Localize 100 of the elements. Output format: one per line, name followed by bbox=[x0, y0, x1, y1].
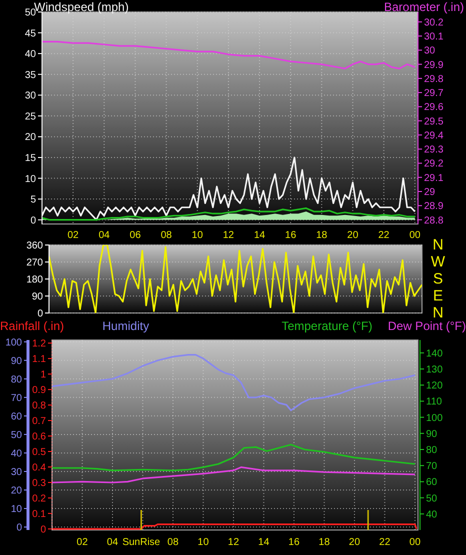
y-tick-label: 0 bbox=[16, 522, 22, 534]
y2-tick-label: 0.4 bbox=[32, 462, 46, 474]
y-tick-label: 180 bbox=[26, 274, 44, 286]
y-tick-label: 25 bbox=[24, 111, 36, 122]
y-axis-title: Windspeed (mph) bbox=[34, 0, 129, 14]
x-tick-label: 00 bbox=[409, 537, 421, 548]
x-tick-label: 08 bbox=[160, 230, 172, 241]
y-tick-label: 10 bbox=[10, 504, 22, 516]
x-tick-label: 16 bbox=[288, 537, 300, 548]
y3-tick-label: 50 bbox=[426, 493, 438, 504]
y-tick-label: 0 bbox=[37, 308, 44, 320]
y2-tick-label: 0.7 bbox=[32, 416, 46, 428]
text: Temperature (°F) bbox=[282, 319, 372, 333]
y2-tick-label: 30 bbox=[424, 46, 436, 57]
line-series bbox=[42, 207, 416, 221]
x-tick-label: 12 bbox=[228, 537, 240, 548]
y-tick-label: 270 bbox=[26, 258, 44, 268]
y-tick-label: 45 bbox=[24, 28, 36, 40]
y2-tick-label: 29.6 bbox=[424, 102, 444, 114]
y2-tick-label: 0.9 bbox=[32, 385, 46, 396]
text: Humidity bbox=[102, 319, 150, 333]
x-tick-label: 00 bbox=[409, 230, 421, 241]
y2-tick-label: 0.1 bbox=[32, 508, 46, 520]
y3-tick-label: 140 bbox=[426, 348, 444, 360]
y2-tick-label: 0.5 bbox=[32, 446, 46, 458]
x-tick-label: 06 bbox=[130, 230, 142, 241]
y3-tick-label: 40 bbox=[426, 509, 438, 520]
y2-tick-label: 29 bbox=[424, 186, 436, 198]
y2-tick-label: 0.8 bbox=[32, 400, 46, 412]
x-tick-label: 14 bbox=[254, 230, 266, 241]
x-tick-label: 04 bbox=[106, 537, 118, 548]
y3-tick-label: 60 bbox=[426, 477, 438, 488]
y2-tick-label: 29.5 bbox=[424, 116, 444, 128]
y-tick-label: 30 bbox=[10, 466, 22, 478]
x-tick-label: 02 bbox=[68, 230, 80, 241]
y-tick-label: 40 bbox=[10, 448, 22, 460]
x-tick-label: 18 bbox=[318, 537, 330, 548]
y-tick-label: 80 bbox=[10, 374, 22, 386]
x-tick-label: 16 bbox=[285, 230, 297, 241]
y-tick-label: 35 bbox=[24, 70, 36, 81]
y-tick-label: 50 bbox=[24, 8, 36, 18]
x-tick-label: 02 bbox=[76, 537, 88, 548]
y-tick-label: 20 bbox=[10, 486, 22, 496]
y3-tick-label: 110 bbox=[426, 396, 442, 408]
y2-tick-label: 1.1 bbox=[32, 354, 46, 366]
text: N bbox=[432, 304, 444, 322]
y-tick-label: 20 bbox=[24, 132, 36, 144]
y2-tick-label: 30.2 bbox=[424, 17, 444, 28]
text: W bbox=[430, 254, 446, 270]
y-tick-label: 15 bbox=[24, 152, 36, 164]
y3-tick-label: 130 bbox=[426, 364, 444, 376]
text: Dew Point (°F) bbox=[388, 319, 466, 333]
line-series bbox=[49, 245, 422, 313]
y2-tick-label: 1.2 bbox=[32, 338, 46, 350]
x-tick-label: 08 bbox=[167, 537, 179, 548]
x-tick-label: 18 bbox=[316, 230, 328, 241]
y2-tick-label: 28.8 bbox=[424, 215, 444, 226]
y2-tick-label: 0.2 bbox=[32, 493, 46, 504]
y2-tick-label: 29.3 bbox=[424, 144, 444, 156]
y2-tick-label: 1 bbox=[40, 370, 46, 381]
text: S bbox=[432, 270, 444, 288]
y-tick-label: 90 bbox=[10, 356, 22, 367]
y-tick-label: 90 bbox=[32, 292, 44, 302]
y-tick-label: 360 bbox=[26, 240, 44, 252]
y3-tick-label: 120 bbox=[426, 380, 444, 392]
x-tick-label: 20 bbox=[347, 230, 359, 241]
y-tick-label: 40 bbox=[24, 49, 36, 60]
y-tick-label: 0 bbox=[30, 215, 36, 226]
y2-tick-label: 0.3 bbox=[32, 478, 46, 489]
y-tick-label: 100 bbox=[5, 337, 22, 348]
x-tick-label: 12 bbox=[222, 230, 234, 241]
x-tick-label: 22 bbox=[379, 537, 391, 548]
x-tick-label: 20 bbox=[348, 537, 360, 548]
y3-tick-label: 90 bbox=[426, 428, 438, 440]
y2-tick-label: 29.2 bbox=[424, 158, 444, 170]
y3-tick-label: 70 bbox=[426, 461, 438, 472]
y-tick-label: 10 bbox=[24, 174, 36, 185]
y-tick-label: 5 bbox=[30, 194, 36, 206]
y2-tick-label: 29.8 bbox=[424, 74, 444, 85]
x-tick-label: 10 bbox=[192, 230, 204, 241]
y-tick-label: 60 bbox=[10, 411, 22, 422]
y-tick-label: 50 bbox=[10, 430, 22, 441]
y2-tick-label: 28.9 bbox=[424, 201, 444, 212]
x-tick-label: 04 bbox=[98, 230, 110, 241]
y2-tick-label: 0.6 bbox=[32, 432, 46, 443]
y2-tick-label: 30.1 bbox=[424, 32, 444, 43]
y2-tick-label: 29.7 bbox=[424, 88, 444, 100]
y-tick-label: 30 bbox=[24, 90, 36, 102]
y3-tick-label: 100 bbox=[426, 412, 444, 424]
text: E bbox=[432, 288, 444, 304]
y-tick-label: 70 bbox=[10, 392, 22, 404]
y2-tick-label: 29.9 bbox=[424, 60, 444, 71]
x-tick-label: 10 bbox=[198, 537, 210, 548]
y2-axis-title: Barometer (.in) bbox=[384, 0, 464, 14]
ref-line-label: SunRise bbox=[122, 537, 161, 548]
text: N bbox=[432, 236, 444, 254]
x-tick-label: 14 bbox=[258, 537, 270, 548]
y3-tick-label: 80 bbox=[426, 444, 438, 456]
text: Rainfall (.in) bbox=[0, 319, 64, 333]
x-tick-label: 22 bbox=[378, 230, 390, 241]
